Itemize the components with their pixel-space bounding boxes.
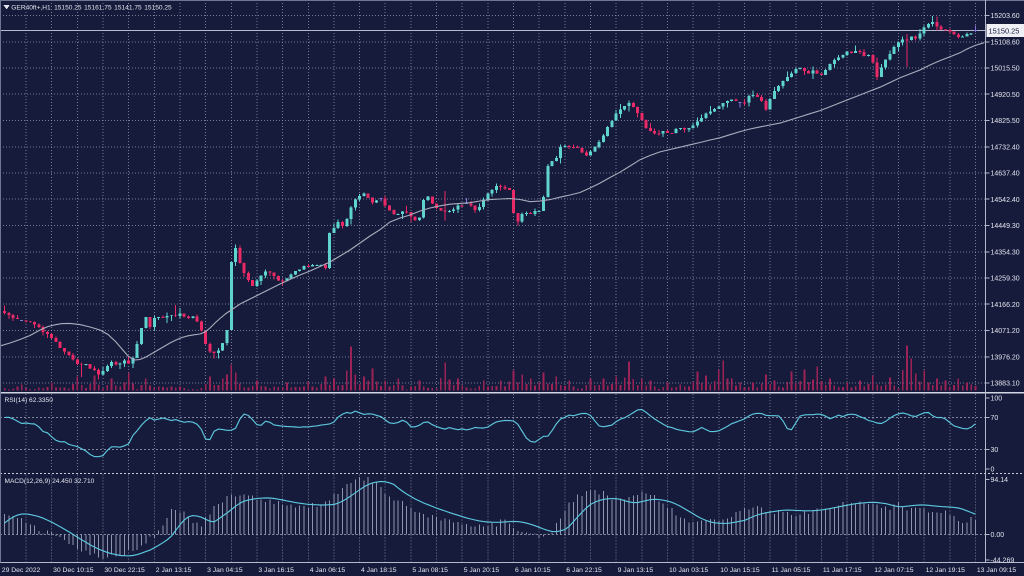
svg-text:11 Jan 05:15: 11 Jan 05:15 (772, 567, 811, 574)
svg-text:14637.40: 14637.40 (991, 171, 1020, 178)
svg-text:15015.50: 15015.50 (991, 66, 1020, 73)
svg-text:14354.30: 14354.30 (991, 249, 1020, 256)
svg-text:3 Jan 04:15: 3 Jan 04:15 (207, 567, 243, 574)
svg-text:94.14: 94.14 (991, 477, 1009, 484)
svg-text:12 Jan 07:15: 12 Jan 07:15 (874, 567, 914, 574)
svg-text:-44.269: -44.269 (991, 558, 1015, 565)
svg-text:15203.60: 15203.60 (991, 13, 1020, 20)
svg-text:0: 0 (991, 467, 995, 474)
svg-text:MACD(12,26,9) 24.450 32.710: MACD(12,26,9) 24.450 32.710 (5, 478, 95, 485)
svg-text:30 Dec 10:15: 30 Dec 10:15 (53, 567, 94, 574)
svg-text:RSI(14) 62.3350: RSI(14) 62.3350 (5, 397, 54, 404)
svg-text:6 Jan 22:15: 6 Jan 22:15 (566, 567, 602, 574)
svg-text:5 Jan 20:15: 5 Jan 20:15 (464, 567, 500, 574)
svg-text:15150.25 15161.75 15141.75 151: 15150.25 15161.75 15141.75 15150.25 (54, 4, 172, 11)
svg-text:3 Jan 16:15: 3 Jan 16:15 (258, 567, 294, 574)
svg-text:15108.60: 15108.60 (991, 39, 1020, 46)
svg-text:13 Jan 09:15: 13 Jan 09:15 (977, 567, 1017, 574)
svg-text:29 Dec 2022: 29 Dec 2022 (2, 567, 41, 574)
svg-text:14732.40: 14732.40 (991, 144, 1020, 151)
svg-text:4 Jan 06:15: 4 Jan 06:15 (310, 567, 346, 574)
svg-text:14166.20: 14166.20 (991, 302, 1020, 309)
svg-text:11 Jan 17:15: 11 Jan 17:15 (823, 567, 862, 574)
svg-text:14920.50: 14920.50 (991, 92, 1020, 99)
svg-text:6 Jan 10:15: 6 Jan 10:15 (515, 567, 551, 574)
svg-text:12 Jan 19:15: 12 Jan 19:15 (926, 567, 966, 574)
svg-text:GER40ft+,H1: GER40ft+,H1 (11, 4, 51, 11)
svg-text:70: 70 (991, 415, 999, 422)
svg-text:14825.50: 14825.50 (991, 118, 1020, 125)
svg-text:9 Jan 13:15: 9 Jan 13:15 (618, 567, 654, 574)
svg-text:14071.20: 14071.20 (991, 328, 1020, 335)
svg-text:5 Jan 08:15: 5 Jan 08:15 (412, 567, 448, 574)
svg-text:4 Jan 18:15: 4 Jan 18:15 (361, 567, 397, 574)
svg-text:14449.30: 14449.30 (991, 223, 1020, 230)
svg-text:30: 30 (991, 447, 999, 454)
svg-text:0.00: 0.00 (991, 532, 1005, 539)
svg-text:10 Jan 15:15: 10 Jan 15:15 (720, 567, 760, 574)
svg-text:13976.20: 13976.20 (991, 354, 1020, 361)
svg-text:15150.25: 15150.25 (989, 26, 1020, 35)
svg-text:100: 100 (991, 396, 1003, 403)
svg-text:14542.40: 14542.40 (991, 197, 1020, 204)
svg-text:14259.30: 14259.30 (991, 276, 1020, 283)
svg-text:30 Dec 22:15: 30 Dec 22:15 (104, 567, 145, 574)
svg-text:10 Jan 03:15: 10 Jan 03:15 (669, 567, 709, 574)
svg-text:2 Jan 13:15: 2 Jan 13:15 (156, 567, 192, 574)
svg-text:13883.10: 13883.10 (991, 381, 1020, 388)
